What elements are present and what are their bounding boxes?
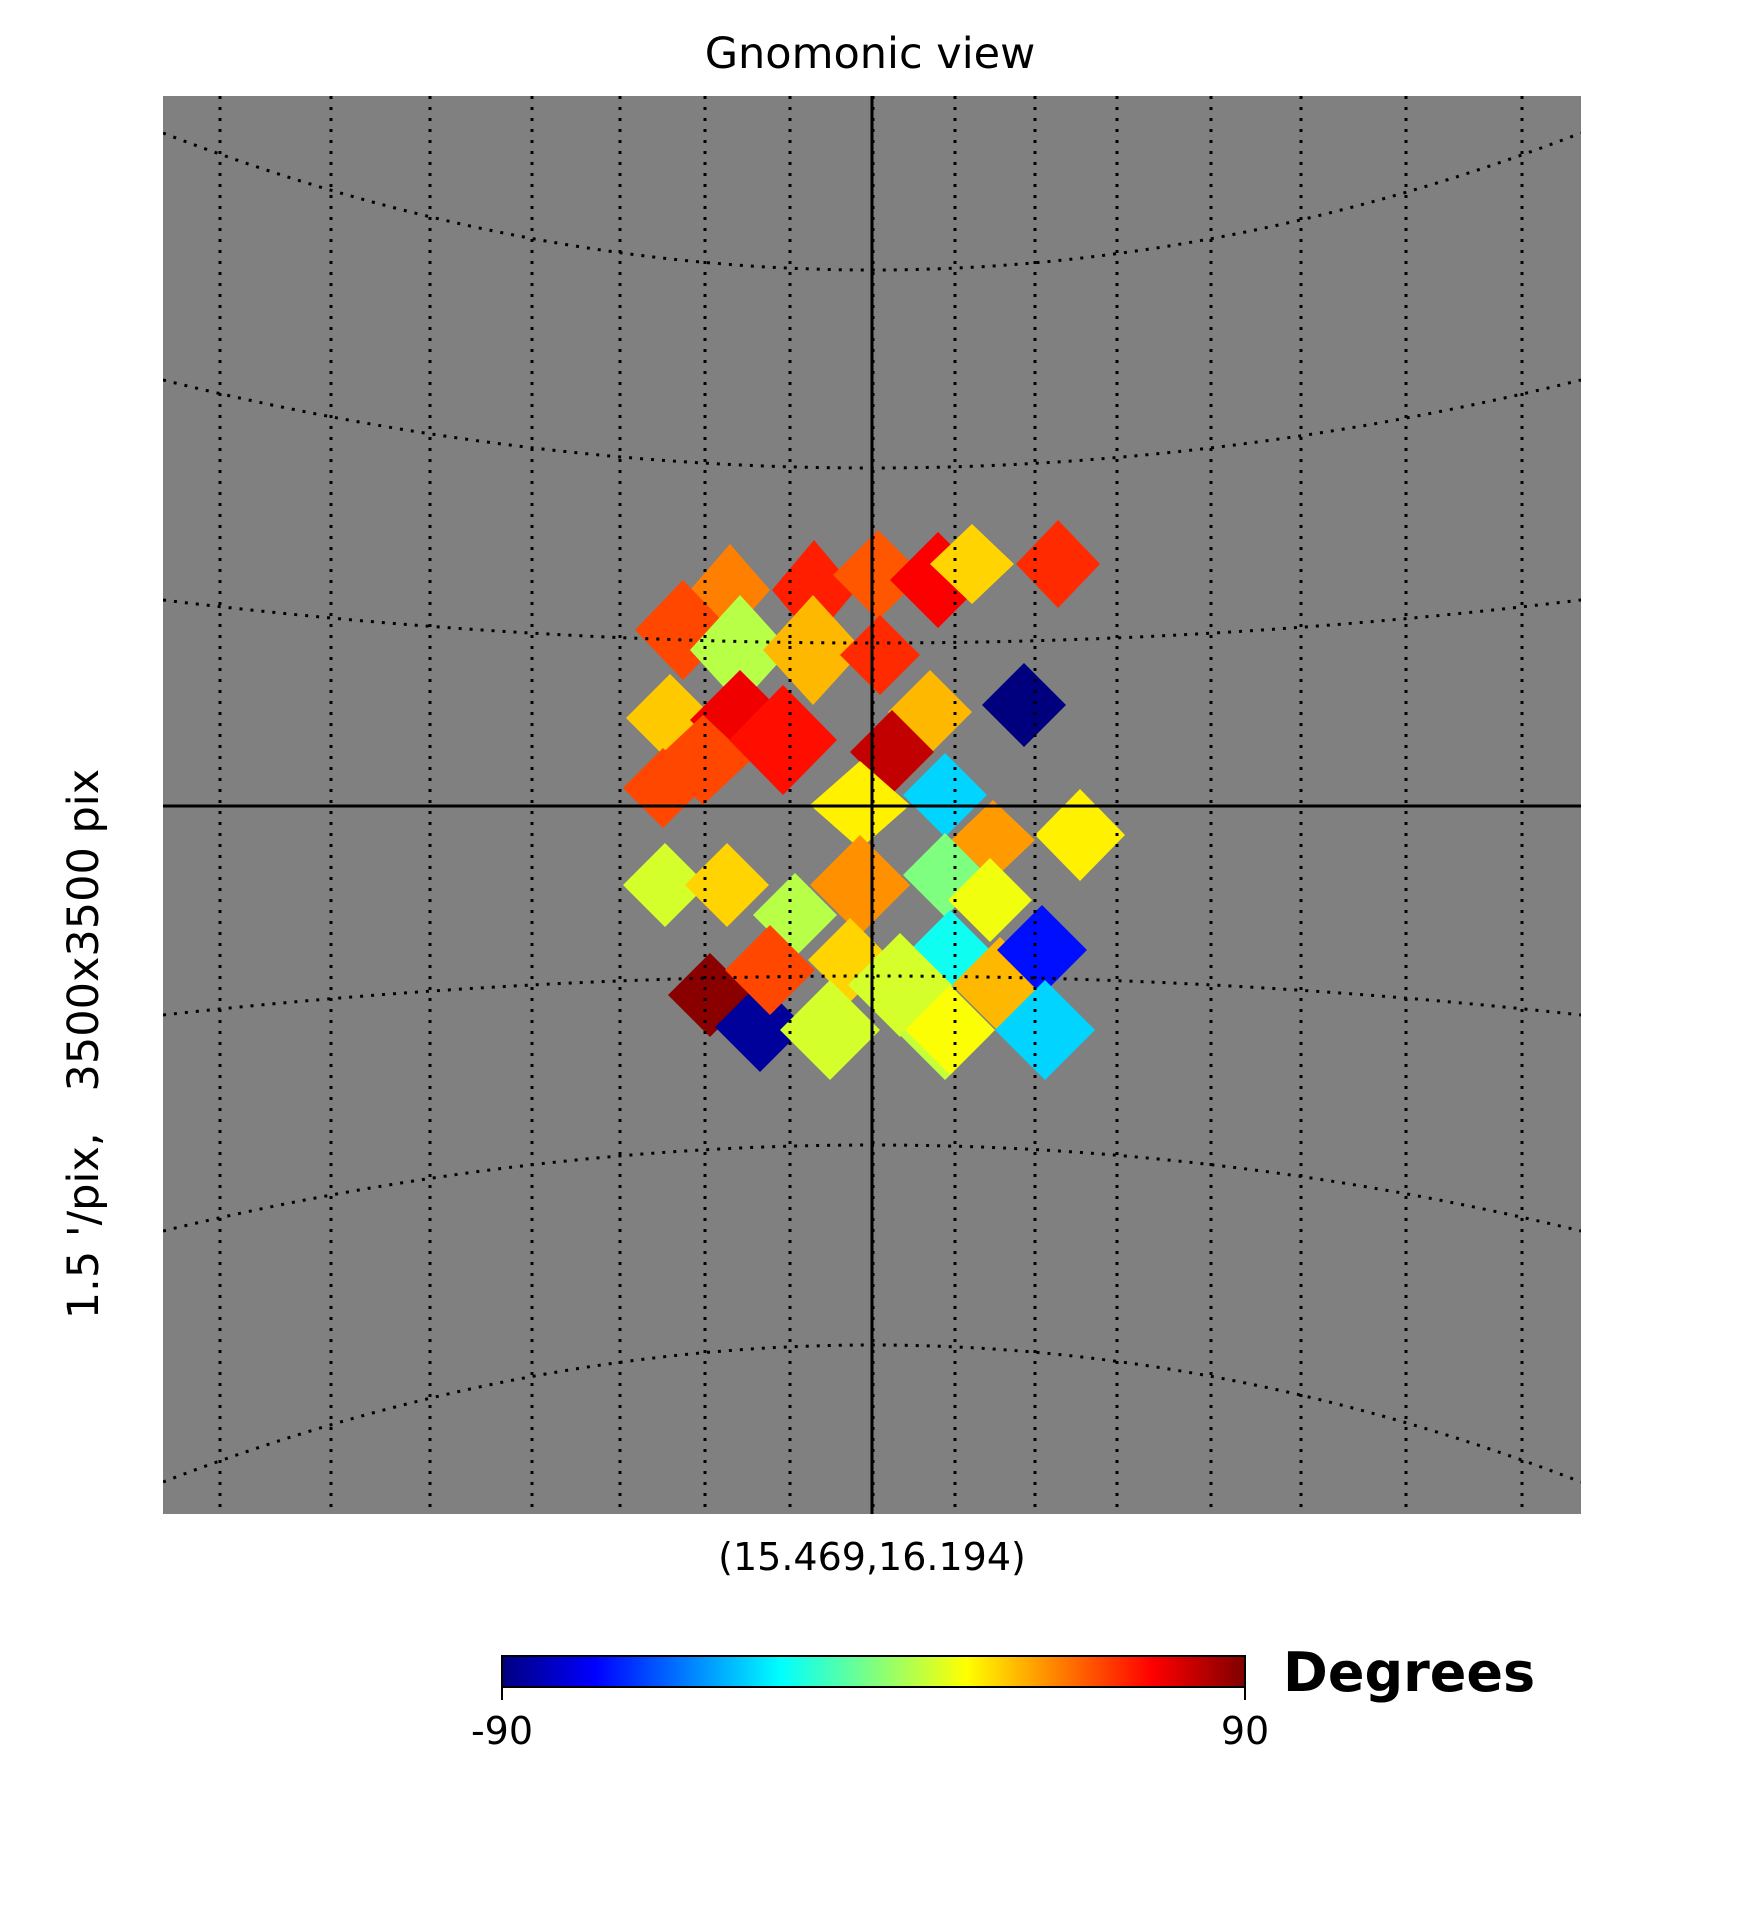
map-pixel bbox=[840, 615, 920, 695]
map-pixel bbox=[833, 530, 923, 620]
colorbar-max-label: 90 bbox=[1221, 1709, 1269, 1753]
map-pixel bbox=[725, 925, 815, 1015]
map-pixel bbox=[1016, 520, 1100, 608]
map-pixel bbox=[690, 595, 790, 705]
map-pixel bbox=[810, 835, 910, 935]
map-pixel bbox=[948, 858, 1032, 942]
resolution-label: 1.5 '/pix, 3500x3500 pix bbox=[59, 769, 109, 1319]
map-pixel bbox=[995, 980, 1095, 1080]
map-pixel bbox=[780, 980, 880, 1080]
chart-title: Gnomonic view bbox=[705, 29, 1036, 79]
map-pixel bbox=[623, 843, 707, 927]
map-pixel bbox=[982, 663, 1066, 747]
map-pixel bbox=[729, 685, 837, 795]
colorbar-unit-label: Degrees bbox=[1283, 1641, 1535, 1704]
map-pixel bbox=[997, 905, 1087, 995]
map-pixel bbox=[905, 985, 995, 1075]
map-pixel bbox=[1035, 789, 1125, 881]
map-pixels bbox=[623, 520, 1125, 1080]
map-pixel bbox=[685, 843, 769, 927]
map-pixel bbox=[715, 982, 805, 1072]
map-pixel bbox=[930, 524, 1014, 604]
center-coordinates: (15.469,16.194) bbox=[718, 1535, 1026, 1579]
map-pixel bbox=[623, 748, 703, 828]
map-pixel bbox=[903, 753, 987, 837]
colorbar bbox=[501, 1655, 1246, 1688]
colorbar-min-label: -90 bbox=[471, 1709, 533, 1753]
map-pixel bbox=[763, 595, 863, 705]
map-pixel bbox=[772, 540, 856, 640]
